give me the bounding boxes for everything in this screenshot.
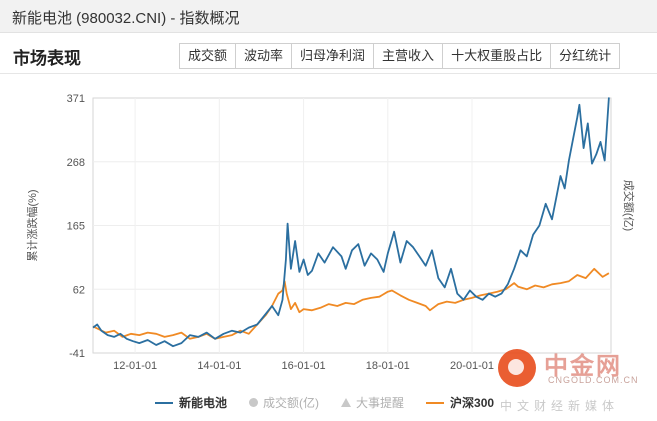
legend-label: 沪深300: [450, 396, 495, 410]
y-tick-label: 165: [67, 221, 85, 233]
legend-label: 新能电池: [179, 396, 228, 410]
legend-item-turnover[interactable]: 成交额(亿): [249, 394, 319, 411]
metric-tabs: 成交额 波动率 归母净利润 主营收入 十大权重股占比 分红统计: [179, 43, 621, 69]
tab-dividends[interactable]: 分红统计: [550, 44, 620, 68]
watermark-name: 中金网: [544, 353, 622, 380]
y-axis-label: 累计涨跌幅(%): [25, 189, 39, 261]
tab-net-profit[interactable]: 归母净利润: [291, 44, 374, 68]
tab-top10-weights[interactable]: 十大权重股占比: [442, 44, 551, 68]
y-tick-label: 371: [67, 93, 85, 105]
legend-item-events[interactable]: 大事提醒: [341, 394, 404, 411]
y2-axis-label: 成交额(亿): [622, 180, 636, 231]
legend-line-icon: [155, 401, 173, 404]
tab-revenue[interactable]: 主营收入: [373, 44, 443, 68]
y-tick-label: 62: [73, 284, 85, 296]
header-divider: [0, 73, 657, 74]
watermark-tagline: 中文财经新媒体: [500, 399, 620, 413]
y-tick-label: -41: [69, 348, 85, 360]
x-tick-label: 16-01-01: [282, 360, 326, 372]
window-title: 新能电池 (980032.CNI) - 指数概况: [12, 10, 240, 27]
legend-item-hs300[interactable]: 沪深300: [426, 394, 494, 411]
section-title: 市场表现: [13, 49, 81, 68]
legend-dot-icon: [249, 398, 259, 407]
legend-label: 成交额(亿): [263, 396, 320, 410]
legend-item-index[interactable]: 新能电池: [155, 394, 227, 411]
tab-turnover[interactable]: 成交额: [180, 44, 236, 68]
watermark-logo-icon: [498, 349, 536, 387]
legend-line-icon: [426, 401, 445, 404]
series-line-index: [92, 97, 610, 348]
legend-label: 大事提醒: [356, 396, 405, 410]
window-titlebar: 新能电池 (980032.CNI) - 指数概况: [0, 0, 657, 33]
series-line-hs300: [92, 267, 610, 340]
x-tick-label: 18-01-01: [366, 360, 410, 372]
x-tick-label: 20-01-01: [450, 360, 494, 372]
watermark-domain: CNGOLD.COM.CN: [548, 375, 639, 385]
chart-legend: 新能电池 成交额(亿) 大事提醒 沪深300: [155, 394, 516, 411]
x-tick-label: 12-01-01: [113, 360, 157, 372]
tab-volatility[interactable]: 波动率: [235, 44, 292, 68]
performance-chart: 371 268 165 62 -41 12-01-01 14-01-01 16-01-01 18…: [25, 93, 636, 372]
legend-triangle-icon: [341, 398, 352, 407]
x-tick-label: 14-01-01: [197, 360, 241, 372]
y-tick-label: 268: [67, 157, 85, 169]
